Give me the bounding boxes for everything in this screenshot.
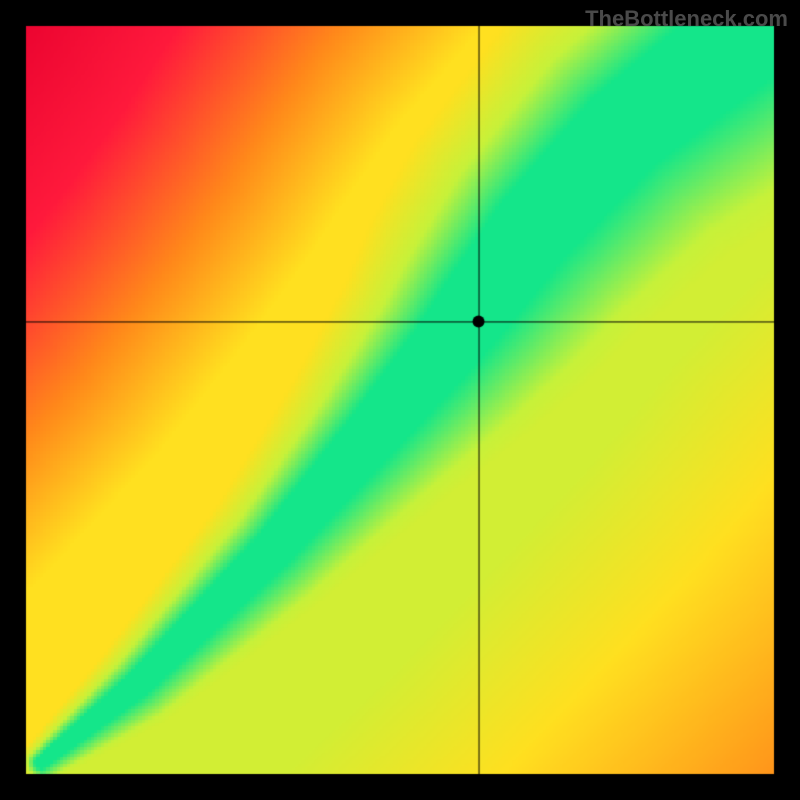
watermark-text: TheBottleneck.com bbox=[585, 6, 788, 32]
bottleneck-heatmap bbox=[0, 0, 800, 800]
